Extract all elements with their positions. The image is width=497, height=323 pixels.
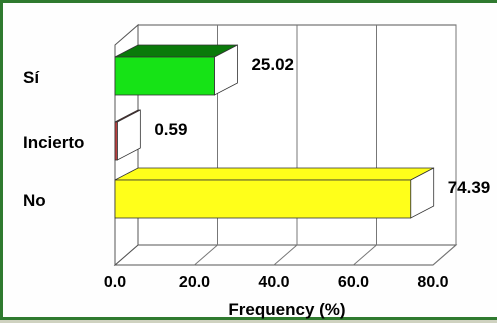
- bar-chart: 0.0 20.0 40.0 60.0 80.0 Sí Incierto No 25.02 0.…: [23, 23, 490, 319]
- floor-gridline: [353, 244, 377, 266]
- bar-top-face: [114, 167, 434, 181]
- x-tick-label: 60.0: [338, 274, 369, 291]
- floor-gridline: [273, 244, 298, 266]
- floor-gridline: [432, 244, 457, 266]
- category-label: Incierto: [23, 133, 84, 152]
- category-label: Sí: [23, 68, 40, 87]
- bar: [114, 56, 215, 96]
- data-labels: 25.02 0.59 74.39: [154, 55, 490, 197]
- data-label: 25.02: [251, 55, 294, 74]
- category-labels: Sí Incierto No: [23, 68, 84, 210]
- x-tick-label: 80.0: [417, 274, 448, 291]
- bar: [114, 121, 118, 161]
- x-tick-label: 0.0: [104, 274, 126, 291]
- x-tick-label: 40.0: [258, 274, 289, 291]
- bar: [114, 179, 412, 219]
- x-tick-label: 20.0: [179, 274, 210, 291]
- floor-gridline: [194, 244, 218, 266]
- x-tick-labels: 0.0 20.0 40.0 60.0 80.0: [104, 274, 449, 291]
- category-label: No: [23, 191, 46, 210]
- data-label: 74.39: [448, 178, 491, 197]
- bars: [114, 44, 435, 219]
- x-axis-label: Frequency (%): [228, 300, 345, 319]
- data-label: 0.59: [154, 120, 187, 139]
